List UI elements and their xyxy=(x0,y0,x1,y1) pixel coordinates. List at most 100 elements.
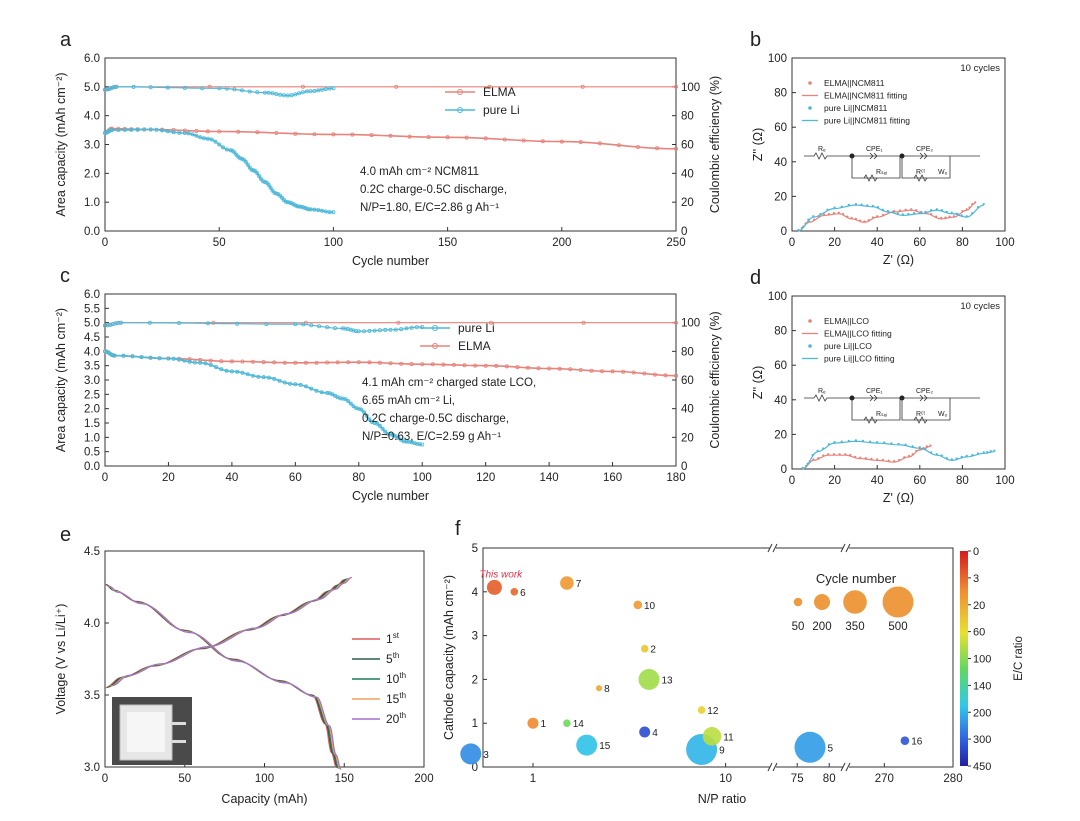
y-tick-label: 4.0 xyxy=(84,618,100,630)
data-point xyxy=(915,209,918,212)
data-marker xyxy=(312,207,317,212)
data-point xyxy=(971,453,974,457)
y2-tick-label: 80 xyxy=(681,111,694,123)
y-axis-label: Area capacity (mAh cm⁻²) xyxy=(54,308,68,452)
axes-frame xyxy=(791,57,1006,232)
y-tick-label: 1.5 xyxy=(84,418,100,430)
data-point xyxy=(827,443,831,446)
data-marker xyxy=(483,136,488,141)
y2-tick-label: 20 xyxy=(681,432,694,444)
data-point xyxy=(833,206,836,209)
data-marker xyxy=(483,363,488,368)
data-marker xyxy=(325,325,330,330)
data-bubble xyxy=(560,576,574,590)
data-marker xyxy=(396,320,401,325)
x-tick-label: 40 xyxy=(225,472,238,484)
circuit-label: Wₒ xyxy=(938,411,948,418)
data-marker xyxy=(251,168,256,173)
data-point xyxy=(935,215,938,218)
circuit-label: Rᶜᵗ xyxy=(916,411,926,418)
data-point xyxy=(911,445,914,448)
data-marker xyxy=(445,135,450,140)
legend-label: pure Li||LCO fitting xyxy=(824,354,895,364)
x-tick-label: 280 xyxy=(943,773,962,785)
data-marker xyxy=(282,380,287,385)
data-point xyxy=(867,219,870,222)
data-marker xyxy=(121,353,126,358)
axis-break-gap xyxy=(843,544,849,552)
data-marker xyxy=(160,128,165,133)
y-tick-label: 4 xyxy=(472,587,479,599)
x-tick-label: 120 xyxy=(476,472,495,484)
bubble-label: 11 xyxy=(723,732,734,743)
data-point xyxy=(847,439,850,442)
axis-break-mark xyxy=(840,543,846,553)
annotation-text: 4.1 mAh cm⁻² charged state LCO, xyxy=(362,377,536,389)
data-marker xyxy=(114,84,119,89)
size-legend-label: 350 xyxy=(845,621,864,633)
data-marker xyxy=(375,421,380,426)
x-tick-label: 180 xyxy=(666,472,685,484)
data-marker xyxy=(165,85,170,90)
data-point xyxy=(940,454,943,457)
data-marker xyxy=(327,210,332,215)
x-axis-label: Cycle number xyxy=(352,254,429,268)
y-tick-label: 5 xyxy=(472,543,478,555)
data-marker xyxy=(317,324,322,329)
data-marker xyxy=(176,320,181,325)
data-marker xyxy=(319,208,324,213)
data-marker xyxy=(301,322,306,327)
x-tick-label: 140 xyxy=(540,472,559,484)
data-marker xyxy=(198,360,203,365)
data-point xyxy=(901,213,904,216)
data-marker xyxy=(229,369,234,374)
y2-tick-label: 60 xyxy=(681,375,694,387)
data-marker xyxy=(239,88,244,93)
data-marker xyxy=(327,86,332,91)
series-line xyxy=(104,127,677,150)
data-point xyxy=(886,209,890,213)
y-tick-label: 3.5 xyxy=(84,361,100,373)
data-marker xyxy=(247,89,252,94)
data-marker xyxy=(359,407,364,412)
data-point xyxy=(929,444,932,447)
data-point xyxy=(935,208,938,211)
data-point xyxy=(859,219,862,222)
data-marker xyxy=(655,146,660,151)
data-marker xyxy=(131,84,136,89)
data-marker xyxy=(600,369,605,374)
data-marker xyxy=(451,362,456,367)
data-bubble xyxy=(510,588,519,596)
data-point xyxy=(854,439,858,442)
data-marker xyxy=(135,127,140,132)
y-tick-label: 2.0 xyxy=(84,404,100,416)
data-marker xyxy=(260,179,265,184)
data-marker xyxy=(674,146,679,151)
data-point xyxy=(982,203,985,206)
data-marker xyxy=(304,206,309,211)
legend-label: 1st xyxy=(386,631,400,646)
x-axis-label: Z' (Ω) xyxy=(883,253,914,267)
axis-break-mark xyxy=(767,543,773,553)
data-marker xyxy=(281,93,286,98)
data-marker xyxy=(325,360,330,365)
data-marker xyxy=(228,148,233,153)
data-marker xyxy=(293,131,298,136)
bubble-label: 8 xyxy=(604,684,610,695)
data-marker xyxy=(350,132,355,137)
annotation-text: 6.65 mAh cm⁻² Li, xyxy=(362,395,455,407)
x-tick-label: 60 xyxy=(913,237,926,249)
cell-tab xyxy=(172,740,186,743)
data-marker xyxy=(383,327,388,332)
panel-e: e 0 50 100 150 200 3.0 3.5 4.0 4.5 Capacity (mAh) V… xyxy=(54,524,434,806)
data-marker xyxy=(331,132,336,137)
legend-marker xyxy=(432,325,438,331)
data-point xyxy=(950,211,953,214)
annotation-text: 0.2C charge-0.5C discharge, xyxy=(362,413,509,425)
data-marker xyxy=(201,136,206,141)
cpe-symbol xyxy=(919,152,928,160)
data-point xyxy=(881,458,885,461)
data-marker xyxy=(380,426,385,431)
